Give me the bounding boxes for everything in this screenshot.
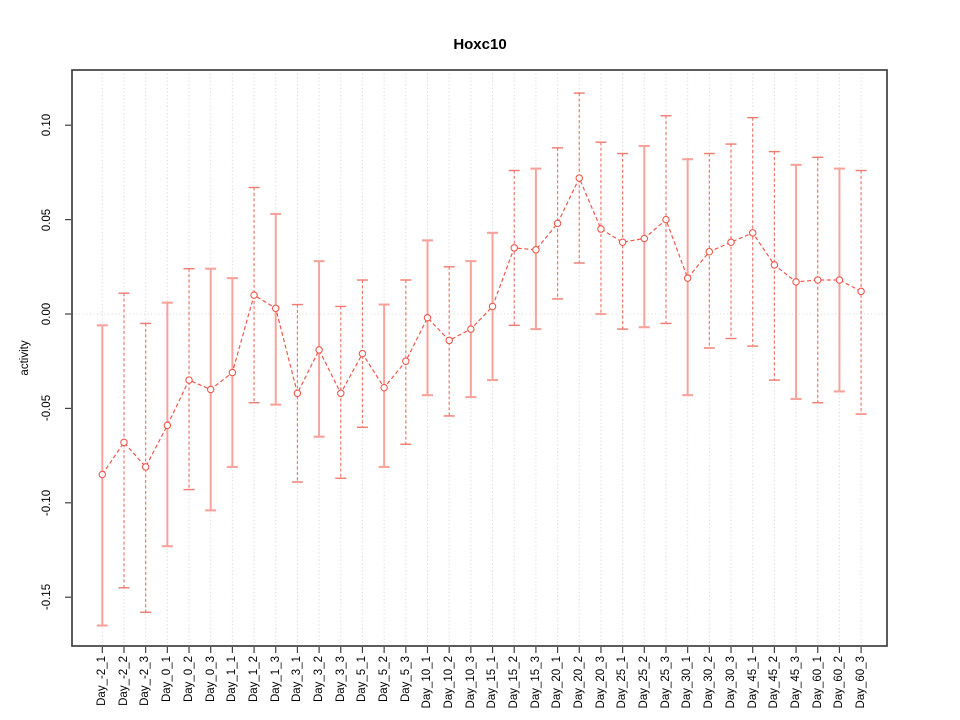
y-tick-label: 0.10 <box>41 114 53 137</box>
x-tick-label: Day_3_1 <box>291 656 304 703</box>
data-point-marker <box>293 389 302 398</box>
axis-ticks <box>65 124 862 653</box>
data-point-marker <box>835 276 844 284</box>
x-tick-label: Day_25_1 <box>616 656 629 709</box>
data-point-marker <box>206 385 215 394</box>
data-point-marker <box>727 238 735 247</box>
data-point-marker <box>813 276 822 284</box>
x-tick-label: Day_20_3 <box>594 656 607 709</box>
x-tick-label: Day_15_3 <box>529 656 542 709</box>
x-tick-label: Day_20_1 <box>551 656 564 709</box>
x-tick-label: Day_10_2 <box>442 656 455 709</box>
data-point-marker <box>662 215 670 224</box>
x-tick-label: Day_-2_1 <box>96 656 109 706</box>
data-point-marker <box>792 278 800 286</box>
y-tick-label: -0.10 <box>41 489 53 516</box>
data-point-marker <box>423 314 432 322</box>
data-point-marker <box>315 346 323 354</box>
data-point-marker <box>141 463 150 471</box>
x-tick-label: Day_5_1 <box>356 656 369 703</box>
chart-title: Hoxc10 <box>453 36 507 53</box>
x-tick-label: Day_45_3 <box>789 656 802 709</box>
data-point-marker <box>358 349 367 358</box>
x-tick-label: Day_3_3 <box>334 656 347 703</box>
data-point-marker <box>250 291 258 299</box>
data-point-marker <box>770 261 779 269</box>
x-tick-label: Day_30_2 <box>703 656 716 709</box>
data-point-marker <box>618 238 627 247</box>
x-tick-label: Day_25_2 <box>638 656 651 709</box>
markers <box>98 174 865 479</box>
data-point-marker <box>532 246 540 254</box>
x-tick-label: Day_5_3 <box>399 656 412 703</box>
plot-border <box>71 69 888 647</box>
data-point-marker <box>98 470 107 479</box>
x-tick-label: Day_-2_3 <box>139 656 152 706</box>
x-tick-label: Day_1_1 <box>226 656 239 703</box>
data-point-marker <box>705 247 714 256</box>
error-bars <box>96 92 867 627</box>
data-point-marker <box>488 302 497 311</box>
x-tick-label: Day_0_3 <box>204 656 217 703</box>
data-point-marker <box>445 336 453 345</box>
y-tick-label: 0.05 <box>41 208 53 231</box>
x-tick-label: Day_0_2 <box>182 656 195 703</box>
x-tick-label: Day_60_3 <box>854 656 867 709</box>
data-point-marker <box>640 234 649 243</box>
data-point-marker <box>380 383 388 392</box>
data-point-marker <box>467 325 475 333</box>
y-tick-label: -0.05 <box>41 395 53 422</box>
data-point-marker <box>597 225 605 233</box>
x-tick-label: Day_20_2 <box>573 656 586 709</box>
data-point-marker <box>683 274 692 282</box>
x-tick-label: Day_10_1 <box>421 656 434 709</box>
x-tick-label: Day_1_2 <box>247 656 260 703</box>
gridlines <box>101 70 862 646</box>
x-tick-label: Day_30_3 <box>724 656 737 709</box>
data-point-marker <box>337 389 345 398</box>
x-tick-label: Day_45_1 <box>746 656 759 709</box>
x-tick-label: Day_30_1 <box>681 656 694 709</box>
y-tick-label: 0.00 <box>41 302 53 326</box>
x-tick-label: Day_15_1 <box>486 656 499 709</box>
data-point-marker <box>553 219 562 228</box>
x-tick-label: Day_3_2 <box>312 656 325 703</box>
x-tick-label: Day_10_3 <box>464 656 477 709</box>
x-tick-label: Day_-2_2 <box>117 656 130 706</box>
x-tick-label: Day_60_1 <box>811 656 824 709</box>
x-tick-label: Day_25_3 <box>659 656 672 709</box>
x-tick-label: Day_0_1 <box>161 656 174 703</box>
y-axis-title: activity <box>19 340 31 376</box>
data-point-marker <box>402 357 410 365</box>
data-point-marker <box>748 229 757 237</box>
data-point-marker <box>163 421 172 430</box>
x-tick-label: Day_5_2 <box>377 656 390 703</box>
data-point-marker <box>510 244 518 252</box>
data-point-marker <box>271 304 280 313</box>
data-point-marker <box>575 174 584 182</box>
x-tick-label: Day_15_2 <box>508 656 521 709</box>
series-line <box>101 176 862 475</box>
data-point-marker <box>857 287 865 296</box>
data-point-marker <box>228 368 237 377</box>
y-tick-label: -0.15 <box>41 584 53 611</box>
data-point-marker <box>185 376 193 384</box>
x-tick-label: Day_60_2 <box>833 656 846 709</box>
x-tick-label: Day_1_3 <box>269 656 282 703</box>
x-tick-label: Day_45_2 <box>768 656 781 709</box>
data-point-marker <box>120 438 128 447</box>
